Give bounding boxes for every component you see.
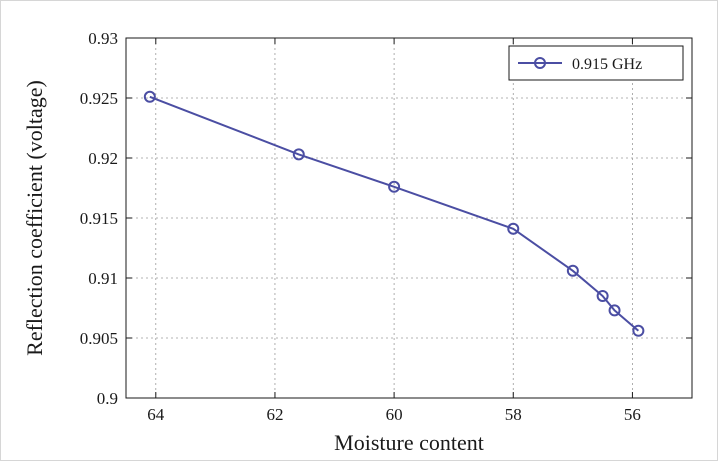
x-tick-label: 60 <box>386 405 403 424</box>
legend-label: 0.915 GHz <box>572 56 642 73</box>
x-tick-label: 58 <box>505 405 522 424</box>
y-tick-label: 0.925 <box>80 89 118 108</box>
y-tick-label: 0.905 <box>80 329 118 348</box>
data-point <box>292 148 305 161</box>
y-tick-label: 0.92 <box>88 149 118 168</box>
legend-marker-swatch <box>534 57 546 69</box>
y-tick-label: 0.91 <box>88 269 118 288</box>
x-tick-label: 64 <box>147 405 165 424</box>
y-tick-label: 0.93 <box>88 29 118 48</box>
series-layer <box>143 90 645 337</box>
data-point <box>632 324 645 337</box>
axis-ticks: 64 62 60 58 56 0.9 0.905 0.91 0.915 0.92 0.925 0.93 <box>80 29 692 424</box>
series-line <box>149 95 640 332</box>
x-tick-label: 62 <box>266 405 283 424</box>
data-point <box>566 264 579 277</box>
y-tick-label: 0.9 <box>97 389 118 408</box>
x-axis-title: Moisture content <box>334 430 484 455</box>
data-point <box>507 222 520 235</box>
data-point <box>596 290 609 302</box>
data-point <box>388 180 401 193</box>
y-tick-label: 0.915 <box>80 209 118 228</box>
data-point <box>608 304 621 317</box>
y-axis-title: Reflection coefficient (voltage) <box>22 80 47 356</box>
x-tick-label: 56 <box>624 405 641 424</box>
legend: 0.915 GHz <box>508 45 684 81</box>
grid-lines <box>126 37 692 399</box>
data-point <box>143 90 156 103</box>
